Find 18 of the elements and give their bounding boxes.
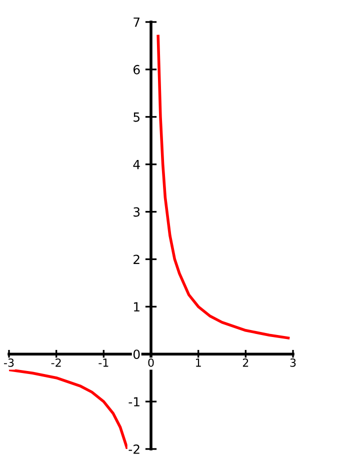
x-tick-label: 3 xyxy=(290,358,296,367)
y-tick-label: 7 xyxy=(134,18,140,27)
y-tick-label: 5 xyxy=(134,112,140,122)
y-tick-label: 1 xyxy=(134,302,140,312)
x-tick-label: -2 xyxy=(51,358,61,367)
x-tick-label: -1 xyxy=(98,358,108,367)
y-tick-label: 3 xyxy=(134,207,140,217)
y-tick-label: 4 xyxy=(133,160,140,170)
y-tick-label: 2 xyxy=(134,254,140,264)
y-tick-label: -1 xyxy=(128,397,140,406)
y-tick-label: -2 xyxy=(128,444,140,454)
line-series xyxy=(156,34,290,340)
y-tick-label: 6 xyxy=(134,64,140,74)
y-tick-label: 0 xyxy=(133,350,140,360)
x-tick-label: 2 xyxy=(242,358,248,367)
x-tick-label: 0 xyxy=(148,358,154,367)
x-tick-label: -3 xyxy=(4,358,14,367)
x-tick-label: 1 xyxy=(196,358,201,367)
